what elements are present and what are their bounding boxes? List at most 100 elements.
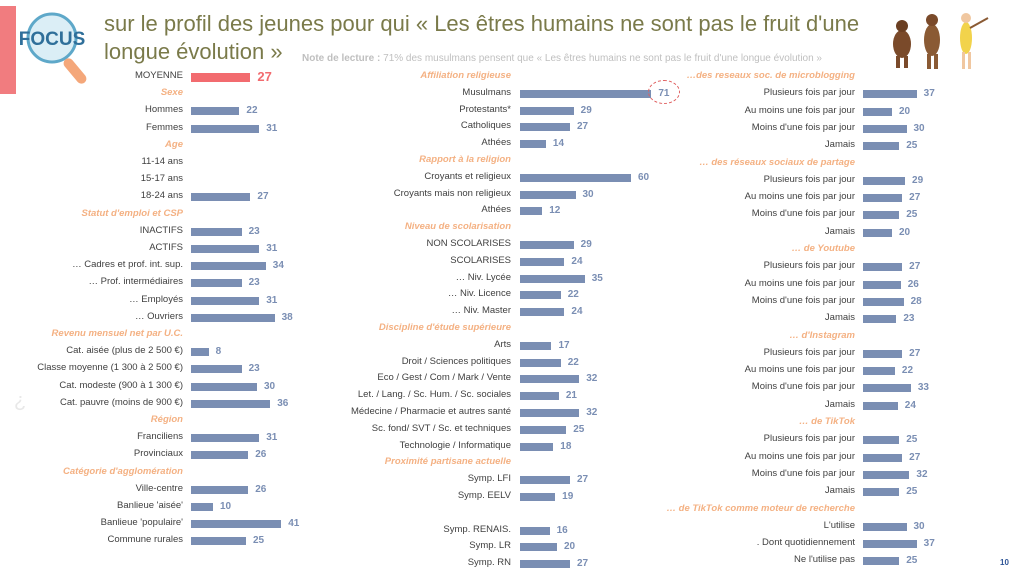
section-title: Statut d'emploi et CSP [81,207,184,219]
category-label: Musulmans [462,86,511,98]
bar [863,557,900,566]
bar [520,89,652,98]
average-value-label: 27 [257,69,272,84]
category-label: Au moins une fois par jour [744,364,855,376]
bar-value-label: 25 [253,535,265,547]
bar-value-label: 14 [552,138,565,150]
reading-note-prefix: Note de lecture : [302,53,381,64]
category-label: Arts [494,338,511,350]
bar-value-label: 31 [266,122,278,134]
bar-value-label: 26 [907,278,919,290]
bar-value-label: 31 [266,294,278,306]
category-label: Jamais [824,485,855,497]
category-label: Au moins une fois par jour [744,104,855,116]
category-label: Cat. aisée (plus de 2 500 €) [66,345,183,357]
section-title: Discipline d'étude supérieure [378,322,511,333]
bar [520,123,570,132]
section-title: Affiliation religieuse [420,70,511,81]
bar [863,367,895,376]
bar [863,470,910,479]
category-label: Jamais [824,312,855,324]
bar-value-label: 36 [277,397,289,409]
category-label: Athées [481,204,511,216]
bar [520,392,559,401]
bar [863,124,907,133]
bar-value-label: 37 [923,538,935,550]
bar-value-label: 35 [591,272,603,284]
bar [520,493,556,501]
bar [191,365,242,374]
bar-value-label: 29 [580,239,592,250]
category-label: Eco / Gest / Com / Mark / Vente [377,372,511,384]
bar-value-label: 25 [906,555,918,567]
bar-value-label: 23 [248,277,260,289]
bar-value-label: 27 [909,347,921,359]
bar-value-label: 22 [567,356,579,368]
bar-value-label: 25 [906,434,918,446]
bar-value-label: 20 [564,541,576,553]
bar [191,451,249,460]
bar-value-label: 16 [556,524,568,536]
category-label: Plusieurs fois par jour [763,433,855,445]
bar [863,263,903,272]
bar-value-label: 23 [903,313,915,325]
section-title: Revenu mensuel net par U.C. [51,328,183,339]
category-label: Classe moyenne (1 300 à 2 500 €) [37,362,183,374]
category-label: Symp. LR [469,540,511,552]
bar [520,241,574,249]
bar [863,401,898,410]
category-label: Au moins une fois par jour [744,277,855,289]
bar [191,262,266,271]
bar [520,526,550,535]
category-label: Plusieurs fois par jour [763,260,855,272]
section-title: Sexe [160,87,183,99]
bar [520,358,561,367]
section-title: Rapport à la religion [419,154,511,165]
accent-bar [0,6,16,94]
category-label: ACTIFS [149,242,183,253]
page-number: 10 [1000,558,1009,567]
category-label: . Dont quotidiennement [756,537,855,549]
category-label: Jamais [824,225,855,237]
bar-value-label: 22 [567,289,579,301]
bar [520,409,580,417]
category-label: Symp. EELV [457,490,511,501]
category-label: … Niv. Licence [447,288,511,300]
bar [520,543,557,552]
bar-value-label: 32 [586,407,598,418]
reading-note: Note de lecture : 71% des musulmans pens… [302,53,822,64]
bar [520,476,570,485]
bar [520,257,565,266]
section-title: … de TikTok [799,416,855,427]
bar-value-label: 27 [576,121,589,133]
bar-value-label: 34 [272,260,284,272]
bar [863,142,900,151]
bar-value-label: 27 [576,474,589,486]
focus-magnifier-icon: FOCUS [19,12,87,84]
category-label: Femmes [146,121,183,133]
bar-value-label: 27 [909,451,921,463]
category-label: NON SCOLARISES [426,238,511,249]
category-label: Plusieurs fois par jour [763,346,855,358]
bar-value-label: 17 [558,339,570,351]
bar [863,280,901,289]
bar-value-label: 30 [582,188,594,200]
section-title: … des réseaux sociaux de partage [699,156,855,168]
bar-value-label: 19 [562,491,574,502]
bar [191,296,260,305]
page-title: sur le profil des jeunes pour qui « Les … [104,11,860,64]
bar-value-label: 32 [586,373,598,385]
bar-value-label: 25 [906,209,918,221]
category-label: Provinciaux [133,448,183,460]
bar [191,107,240,116]
bar [863,297,904,306]
bar [863,453,903,462]
bar-value-label: 22 [901,365,914,377]
category-label: Médecine / Pharmacie et autres santé [350,406,511,417]
bar [863,488,900,497]
bar-value-label: 24 [571,255,583,267]
bar-value-label: 29 [912,174,924,186]
reading-note-text: 71% des musulmans pensent que « Les être… [383,53,822,64]
